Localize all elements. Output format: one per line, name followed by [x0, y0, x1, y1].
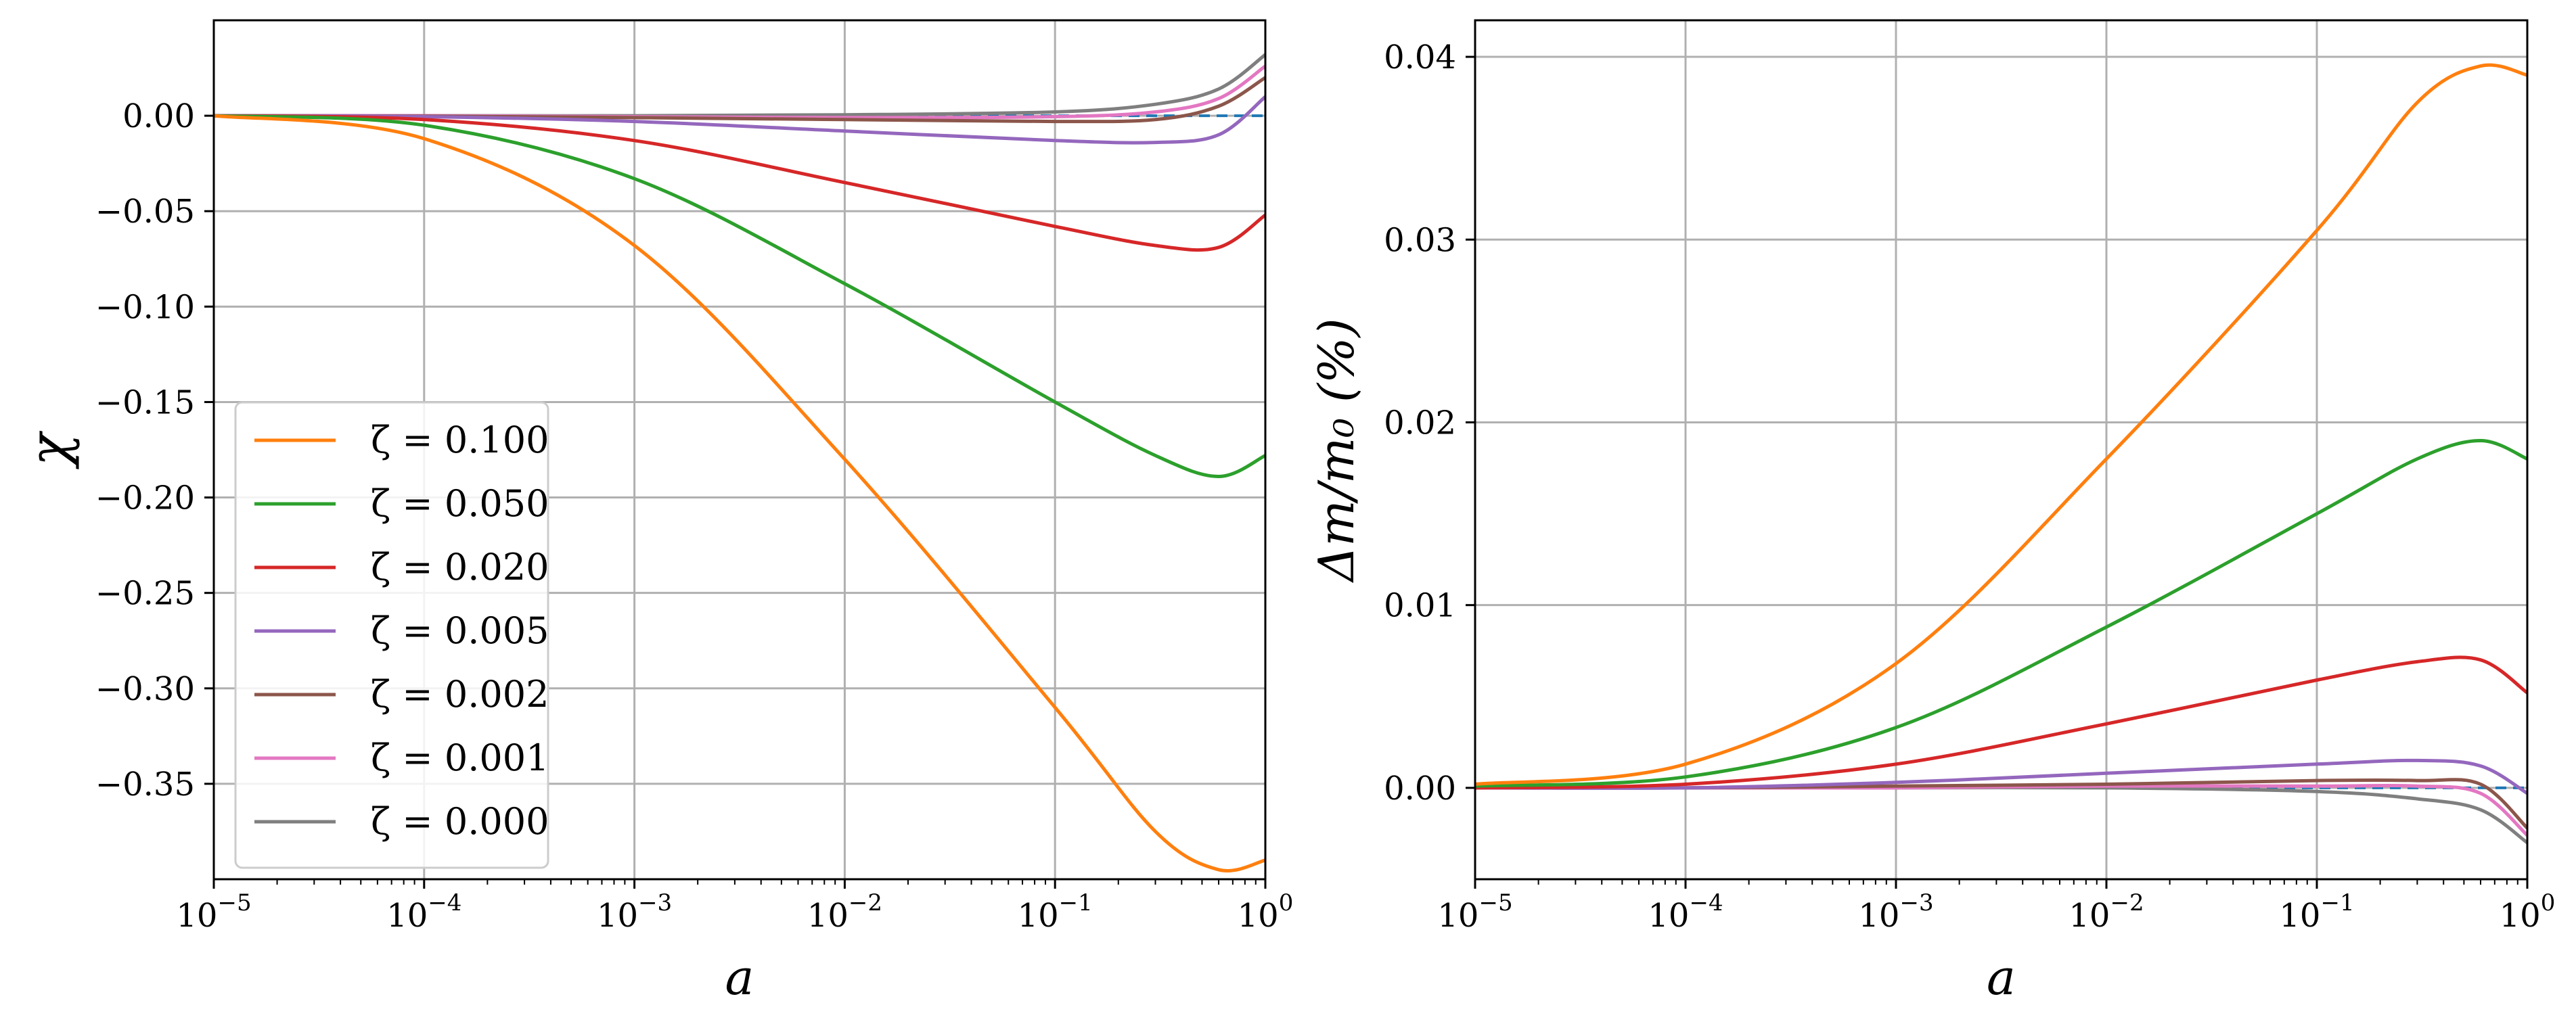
legend-label: ζ = 0.001 [371, 737, 549, 779]
x-tick-label: 10−2 [807, 889, 882, 935]
series-line [214, 114, 1265, 872]
legend-label: ζ = 0.100 [371, 419, 549, 461]
y-tick-label: −0.30 [95, 670, 195, 708]
x-tick-label: 10−2 [2069, 889, 2144, 935]
legend-label: ζ = 0.000 [371, 800, 549, 843]
y-tick-label: −0.35 [95, 766, 195, 803]
legend-label: ζ = 0.005 [371, 609, 549, 652]
y-tick-label: 0.04 [1384, 39, 1456, 76]
series-line [214, 53, 1265, 118]
x-tick-label: 10−4 [386, 889, 461, 935]
series-line [214, 114, 1265, 478]
x-tick-label: 10−5 [1437, 889, 1512, 935]
y-tick-label: −0.10 [95, 288, 195, 326]
x-tick-label: 10−1 [1018, 889, 1093, 935]
series-line [1475, 439, 2527, 788]
plot-frame [212, 19, 1267, 881]
legend-label: ζ = 0.002 [371, 673, 549, 716]
y-axis-label: Δm/m₀ (%) [1308, 318, 1365, 583]
y-tick-label: 0.01 [1384, 587, 1456, 625]
series-line [1475, 63, 2527, 786]
x-tick-label: 10−5 [176, 889, 251, 935]
y-tick-label: −0.05 [95, 193, 195, 231]
y-tick-label: 0.00 [122, 97, 195, 135]
y-axis-label: χ [18, 430, 81, 469]
series-line [1475, 786, 2527, 845]
x-tick-label: 10−3 [1858, 889, 1933, 935]
series-line [214, 114, 1265, 252]
y-tick-label: −0.15 [95, 383, 195, 421]
y-tick-label: 0.02 [1384, 404, 1456, 442]
y-tick-label: 0.03 [1384, 221, 1456, 259]
series-line [214, 95, 1265, 145]
x-tick-label: 10−4 [1648, 889, 1723, 935]
x-tick-label: 100 [2500, 889, 2556, 935]
mass-shift-vs-a-chart: 10−5 10−4 10−3 10−2 10−1 100 0.00 0.01 0.02 0.03 0… [1308, 19, 2556, 1006]
x-tick-label: 10−3 [597, 889, 672, 935]
y-tick-label: −0.25 [95, 575, 195, 613]
legend: ζ = 0.100 ζ = 0.050 ζ = 0.020 ζ = 0.005 ζ = … [234, 401, 549, 869]
x-axis-label: a [1987, 949, 2016, 1006]
plot-frame [1474, 19, 2529, 881]
y-tick-label: 0.00 [1384, 770, 1456, 808]
chi-vs-a-chart: 10−5 10−4 10−3 10−2 10−1 100 0.00 −0.05 −0.10 −0.… [18, 19, 1294, 1006]
y-tick-label: −0.20 [95, 480, 195, 517]
series-line [1475, 655, 2527, 790]
legend-label: ζ = 0.020 [371, 546, 549, 588]
x-tick-label: 100 [1238, 889, 1294, 935]
x-tick-label: 10−1 [2279, 889, 2354, 935]
series-line [1475, 758, 2527, 795]
legend-label: ζ = 0.050 [371, 482, 549, 525]
legend-box [234, 401, 549, 869]
x-axis-label: a [725, 949, 754, 1006]
